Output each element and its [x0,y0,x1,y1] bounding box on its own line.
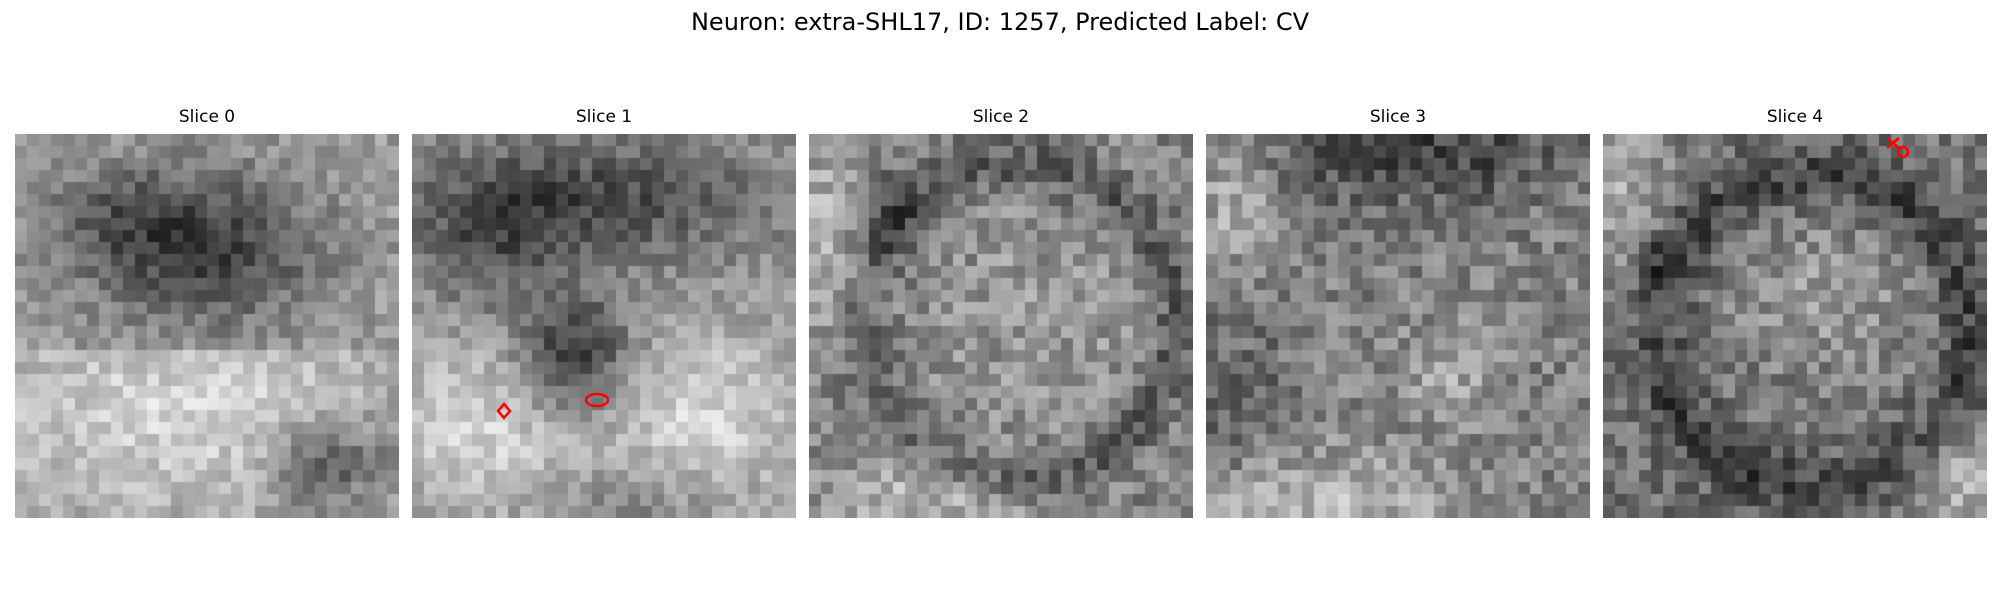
slice-panel-0: Slice 0 [15,104,399,518]
slice-title-2: Slice 2 [972,107,1030,127]
slice-panel-2: Slice 2 [809,104,1193,518]
slice-image-2 [809,134,1193,518]
slice-panel-4: Slice 4 [1603,104,1987,518]
slice-title-4: Slice 4 [1766,107,1824,127]
slice-image-4 [1603,134,1987,518]
slice-title-0: Slice 0 [178,107,236,127]
slice-panel-3: Slice 3 [1206,104,1590,518]
slice-panel-1: Slice 1 [412,104,796,518]
slice-image-3 [1206,134,1590,518]
slice-image-1 [412,134,796,518]
slice-image-0 [15,134,399,518]
slice-title-3: Slice 3 [1369,107,1427,127]
slice-title-1: Slice 1 [575,107,633,127]
figure-title: Neuron: extra-SHL17, ID: 1257, Predicted… [690,8,1310,36]
